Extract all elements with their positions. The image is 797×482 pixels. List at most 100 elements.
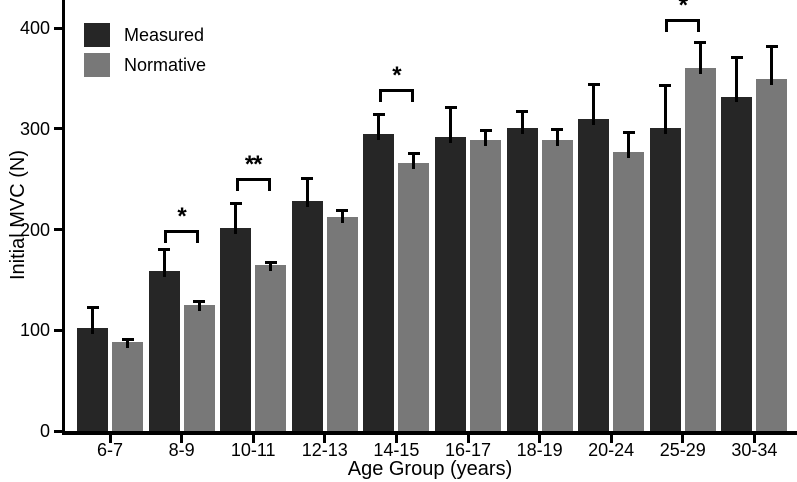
sig-bracket-10-11: [235, 178, 271, 192]
x-tick-label-30-34: 30-34: [731, 440, 778, 460]
x-axis-line: [62, 431, 797, 435]
error-bar-measured-10-11: [234, 203, 238, 235]
error-bar-normative-10-11: [269, 261, 273, 271]
x-tick-label-16-17: 16-17: [444, 440, 492, 460]
error-bar-cap-normative-12-13: [336, 209, 349, 213]
error-bar-measured-18-19: [520, 110, 524, 134]
error-bar-cap-normative-16-17: [479, 128, 492, 132]
bar-normative-6-7: [112, 342, 143, 431]
error-bar-normative-8-9: [197, 301, 201, 312]
error-bar-normative-14-15: [412, 152, 416, 169]
legend-label-normative: Normative: [124, 55, 207, 75]
error-bar-cap-normative-30-34: [765, 45, 778, 49]
error-bar-cap-normative-10-11: [264, 260, 277, 264]
sig-bracket-8-9: [164, 229, 200, 243]
y-tick-label-300: 300: [19, 118, 50, 139]
x-tick-16-17: [466, 435, 470, 443]
bar-normative-20-24: [613, 151, 645, 431]
error-bar-measured-25-29: [663, 85, 667, 134]
x-tick-18-19: [538, 435, 542, 443]
sig-label-14-15: *: [392, 62, 401, 90]
error-bar-cap-measured-10-11: [229, 202, 242, 206]
y-tick-400: [54, 26, 62, 30]
x-tick-20-24: [609, 435, 613, 443]
bar-measured-6-7: [77, 328, 108, 431]
bar-measured-25-29: [649, 127, 681, 431]
normative-color-swatch: [84, 53, 110, 77]
error-bar-measured-16-17: [449, 106, 452, 143]
error-bar-normative-12-13: [340, 210, 344, 224]
error-bar-measured-30-34: [735, 57, 739, 103]
error-bar-cap-measured-8-9: [158, 247, 171, 251]
sig-bracket-25-29: [665, 18, 701, 32]
error-bar-normative-16-17: [484, 129, 487, 146]
y-axis-line: [62, 0, 65, 435]
error-bar-measured-20-24: [592, 84, 596, 125]
bar-measured-12-13: [291, 201, 323, 431]
error-bar-cap-measured-20-24: [587, 83, 600, 87]
bar-normative-16-17: [470, 139, 501, 431]
bar-normative-30-34: [756, 79, 788, 431]
error-bar-cap-normative-25-29: [694, 41, 707, 45]
error-bar-cap-normative-6-7: [121, 338, 134, 342]
sig-label-10-11: **: [244, 151, 263, 179]
bar-normative-25-29: [684, 68, 716, 431]
error-bar-cap-normative-20-24: [622, 130, 635, 134]
legend-label-measured: Measured: [124, 25, 205, 45]
x-tick-8-9: [180, 435, 184, 443]
error-bar-cap-normative-8-9: [193, 300, 206, 304]
x-tick-label-25-29: 25-29: [659, 440, 706, 460]
x-tick-14-15: [394, 435, 398, 443]
x-tick-label-12-13: 12-13: [301, 440, 348, 460]
x-tick-label-18-19: 18-19: [516, 440, 563, 460]
legend-item-measured: Measured: [84, 23, 206, 47]
error-bar-cap-measured-25-29: [659, 84, 672, 88]
error-bar-measured-12-13: [305, 178, 309, 208]
y-tick-label-200: 200: [19, 219, 50, 240]
x-tick-label-14-15: 14-15: [373, 440, 420, 460]
bar-measured-20-24: [578, 118, 610, 431]
bar-normative-14-15: [398, 163, 430, 431]
x-tick-label-6-7: 6-7: [96, 440, 123, 460]
bar-measured-18-19: [506, 127, 538, 431]
error-bar-cap-normative-14-15: [407, 151, 420, 155]
error-bar-cap-measured-18-19: [516, 109, 529, 113]
bar-normative-8-9: [183, 305, 215, 431]
legend-item-normative: Normative: [84, 53, 206, 77]
bar-normative-18-19: [541, 139, 573, 431]
error-bar-cap-measured-16-17: [444, 105, 457, 109]
sig-label-25-29: *: [678, 0, 688, 19]
x-tick-label-20-24: 20-24: [588, 440, 635, 460]
error-bar-measured-6-7: [91, 307, 94, 335]
error-bar-normative-25-29: [698, 42, 702, 75]
measured-color-swatch: [84, 23, 110, 47]
bar-normative-12-13: [326, 217, 358, 431]
error-bar-normative-30-34: [770, 46, 774, 86]
x-tick-6-7: [108, 435, 112, 443]
bar-measured-14-15: [363, 133, 395, 431]
y-tick-200: [54, 228, 62, 231]
x-tick-10-11: [251, 435, 255, 443]
x-tick-label-8-9: 8-9: [168, 440, 195, 460]
bar-measured-8-9: [148, 270, 180, 431]
y-tick-0: [54, 429, 62, 433]
x-tick-25-29: [681, 435, 685, 443]
error-bar-cap-measured-12-13: [301, 177, 314, 181]
sig-label-8-9: *: [177, 202, 186, 230]
y-tick-300: [54, 127, 62, 131]
error-bar-cap-measured-30-34: [730, 56, 743, 60]
bar-normative-10-11: [255, 264, 287, 431]
error-bar-normative-6-7: [126, 339, 129, 349]
bar-measured-10-11: [220, 228, 252, 431]
y-tick-label-400: 400: [19, 18, 50, 38]
y-tick-label-0: 0: [39, 421, 50, 441]
y-axis-title: Initial MVC (N): [7, 150, 29, 281]
error-bar-normative-18-19: [555, 128, 559, 146]
sig-bracket-14-15: [378, 89, 414, 103]
error-bar-normative-20-24: [627, 131, 631, 158]
bar-measured-16-17: [435, 136, 466, 431]
